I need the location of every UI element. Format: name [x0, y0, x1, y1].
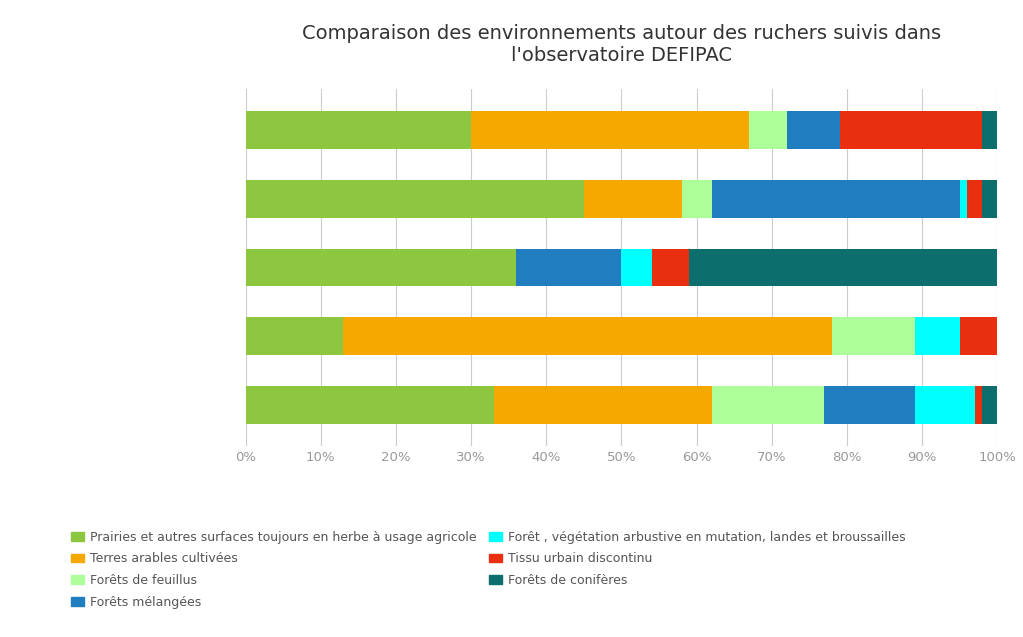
Bar	[494, 386, 712, 424]
Legend: Prairies et autres surfaces toujours en herbe à usage agricole, Terres arables c: Prairies et autres surfaces toujours en …	[72, 531, 905, 609]
Bar	[915, 317, 960, 355]
Bar	[584, 180, 681, 218]
Bar	[690, 248, 997, 287]
Bar	[621, 248, 652, 287]
Bar	[840, 111, 982, 149]
Title: Comparaison des environnements autour des ruchers suivis dans
l'observatoire DEF: Comparaison des environnements autour de…	[302, 24, 941, 66]
Bar	[982, 180, 997, 218]
Bar	[915, 386, 975, 424]
Bar	[652, 248, 690, 287]
Bar	[246, 111, 471, 149]
Bar	[982, 111, 997, 149]
Bar	[968, 180, 982, 218]
Bar	[825, 386, 915, 424]
Bar	[246, 180, 584, 218]
Bar	[681, 180, 712, 218]
Bar	[749, 111, 787, 149]
Bar	[832, 317, 915, 355]
Bar	[960, 317, 997, 355]
Bar	[787, 111, 840, 149]
Bar	[712, 180, 960, 218]
Bar	[517, 248, 621, 287]
Bar	[712, 386, 825, 424]
Bar	[975, 386, 982, 424]
Bar	[344, 317, 832, 355]
Bar	[246, 317, 344, 355]
Bar	[471, 111, 749, 149]
Bar	[246, 248, 517, 287]
Bar	[982, 386, 997, 424]
Bar	[960, 180, 968, 218]
Bar	[246, 386, 494, 424]
